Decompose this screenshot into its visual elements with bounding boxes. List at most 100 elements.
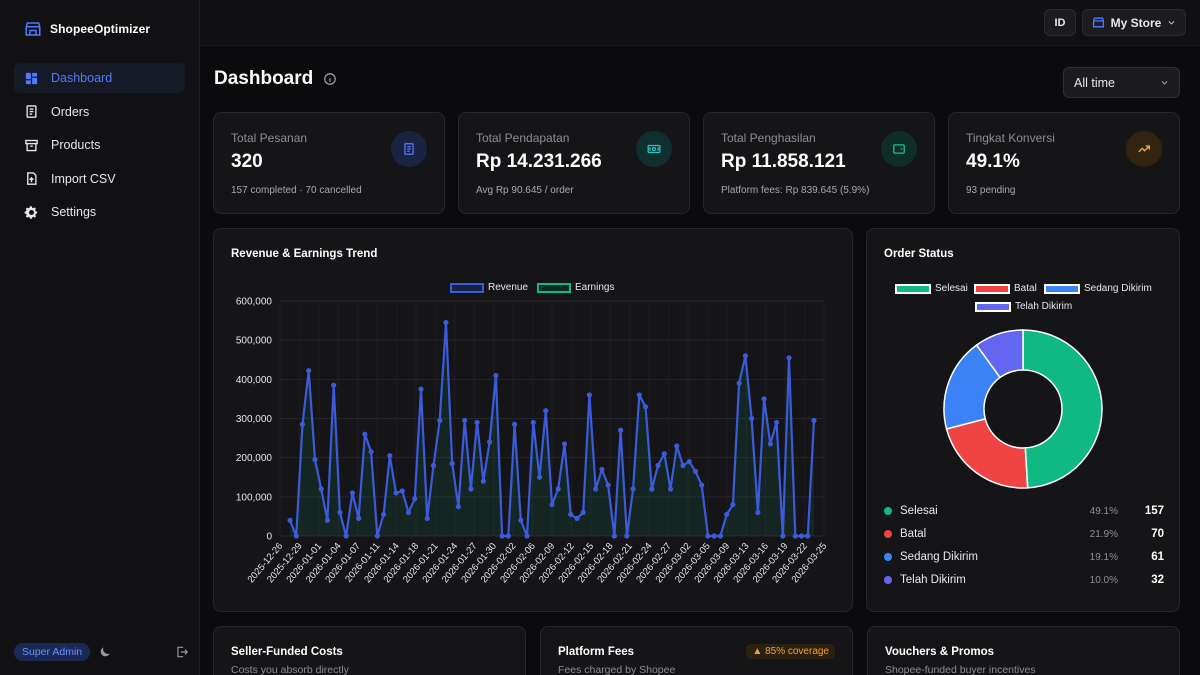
moon-icon[interactable] [98,645,112,659]
revenue-point [717,533,724,539]
card-subtitle: Costs you absorb directly [231,664,349,675]
store-switcher-button[interactable]: My Store [1082,9,1186,36]
legend-telah-dikirim[interactable]: Telah Dikirim [975,301,1072,312]
legend-batal[interactable]: Batal [974,283,1037,294]
revenue-point [524,533,530,539]
revenue-point [568,511,574,518]
stat-sub: Platform fees: Rp 839.645 (5.9%) [721,185,870,196]
revenue-point [480,478,486,484]
revenue-point [798,533,805,539]
status-label: Sedang Dikirim [900,551,978,563]
revenue-point [343,533,349,539]
revenue-point [331,382,337,388]
revenue-point [405,509,412,516]
orders-icon [26,105,37,118]
sidebar-item-label: Products [51,138,101,152]
revenue-point [380,511,387,518]
revenue-point [399,488,405,494]
legend-swatch [975,301,1011,312]
revenue-point [318,486,324,492]
stat-value: 320 [231,151,263,172]
revenue-point [518,517,524,523]
sidebar-item-label: Dashboard [51,71,113,85]
products-icon [25,139,38,151]
legend-selesai[interactable]: Selesai [895,283,968,294]
revenue-point [761,396,767,402]
revenue-point [368,449,374,455]
receipt-icon [404,143,414,155]
sidebar-item-dashboard[interactable]: Dashboard [14,63,185,93]
sidebar-item-import-csv[interactable]: Import CSV [14,164,185,194]
revenue-point [455,504,462,510]
stat-icon-badge [391,131,427,167]
revenue-point [306,368,312,374]
app-name: ShopeeOptimizer [50,22,151,36]
revenue-point [773,419,780,426]
brand[interactable]: ShopeeOptimizer [24,20,150,38]
info-icon[interactable] [323,72,337,86]
revenue-point [642,404,649,410]
card-title: Order Status [884,248,954,260]
logout-icon[interactable] [175,645,189,659]
revenue-point [705,533,711,539]
revenue-point [462,417,468,424]
revenue-point [511,421,518,427]
legend-swatch [450,282,484,293]
status-dot [884,530,892,538]
date-range-select[interactable]: All time [1063,67,1180,98]
revenue-point [674,443,680,449]
revenue-point [530,419,536,426]
revenue-point [611,533,617,539]
revenue-point [586,392,593,398]
status-count: 32 [1151,574,1164,586]
stat-icon-badge [1126,131,1162,167]
status-pct: 21.9% [1089,528,1118,540]
dashboard-icon [25,72,38,84]
revenue-point [767,441,773,447]
legend-earnings[interactable]: Earnings [537,282,614,293]
stat-card-total-earnings: Total Penghasilan Rp 11.858.121 Platform… [703,112,935,214]
gear-icon [24,205,38,219]
y-tick-label: 100,000 [236,492,273,503]
status-row: Sedang Dikirim 19.1% 61 [884,548,1164,566]
revenue-point [549,502,555,508]
status-count: 70 [1151,528,1164,540]
revenue-point [692,468,699,474]
sidebar-item-settings[interactable]: Settings [14,197,185,227]
store-icon [1092,17,1104,28]
revenue-point [424,515,430,521]
sidebar-nav: Dashboard Orders Products Import CSV Set… [14,63,185,231]
legend-revenue[interactable]: Revenue [450,282,528,293]
y-tick-label: 600,000 [236,297,273,308]
revenue-point [630,486,636,492]
revenue-point [655,462,661,469]
earnings-area [290,322,814,536]
revenue-point [780,533,786,539]
sidebar-item-products[interactable]: Products [14,130,185,160]
revenue-point [661,451,667,457]
legend-label: Sedang Dikirim [1084,283,1152,294]
cash-icon [647,144,661,154]
language-button[interactable]: ID [1044,9,1076,36]
legend-swatch [974,283,1010,294]
status-pct: 19.1% [1089,551,1118,563]
sidebar-item-orders[interactable]: Orders [14,97,185,127]
revenue-point [561,441,568,447]
revenue-point [449,460,455,467]
stat-card-conversion-rate: Tingkat Konversi 49.1% 93 pending [948,112,1180,214]
legend-sedang-dikirim[interactable]: Sedang Dikirim [1044,283,1152,294]
card-subtitle: Fees charged by Shopee [558,664,676,675]
revenue-point [474,419,480,426]
revenue-point [543,408,549,414]
donut-slice-batal [945,417,1029,489]
stat-label: Total Pendapatan [476,131,570,145]
sidebar-item-label: Orders [51,104,90,119]
stat-value: Rp 14.231.266 [476,151,602,172]
status-pct: 49.1% [1089,505,1118,517]
status-count: 61 [1151,551,1164,563]
seller-funded-costs-card: Seller-Funded Costs Costs you absorb dir… [213,626,526,675]
legend-label: Telah Dikirim [1015,301,1073,312]
status-dot [884,507,892,515]
role-badge: Super Admin [14,643,91,661]
y-tick-label: 500,000 [236,336,273,347]
